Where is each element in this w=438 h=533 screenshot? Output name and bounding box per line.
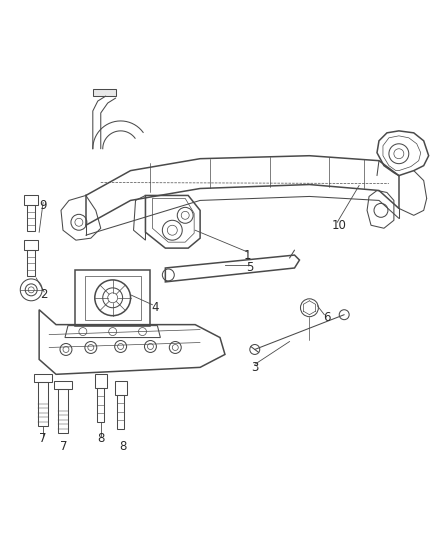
Text: 9: 9: [39, 199, 47, 212]
Text: 3: 3: [251, 361, 258, 374]
Text: 5: 5: [246, 262, 254, 274]
Text: 8: 8: [119, 440, 126, 454]
Text: 10: 10: [332, 219, 346, 232]
Text: 2: 2: [40, 288, 48, 301]
Text: 1: 1: [244, 248, 251, 262]
Text: 6: 6: [324, 311, 331, 324]
Text: 7: 7: [39, 432, 47, 446]
Text: 4: 4: [152, 301, 159, 314]
Text: 7: 7: [60, 440, 68, 454]
Text: 8: 8: [97, 432, 104, 446]
Polygon shape: [93, 89, 116, 96]
